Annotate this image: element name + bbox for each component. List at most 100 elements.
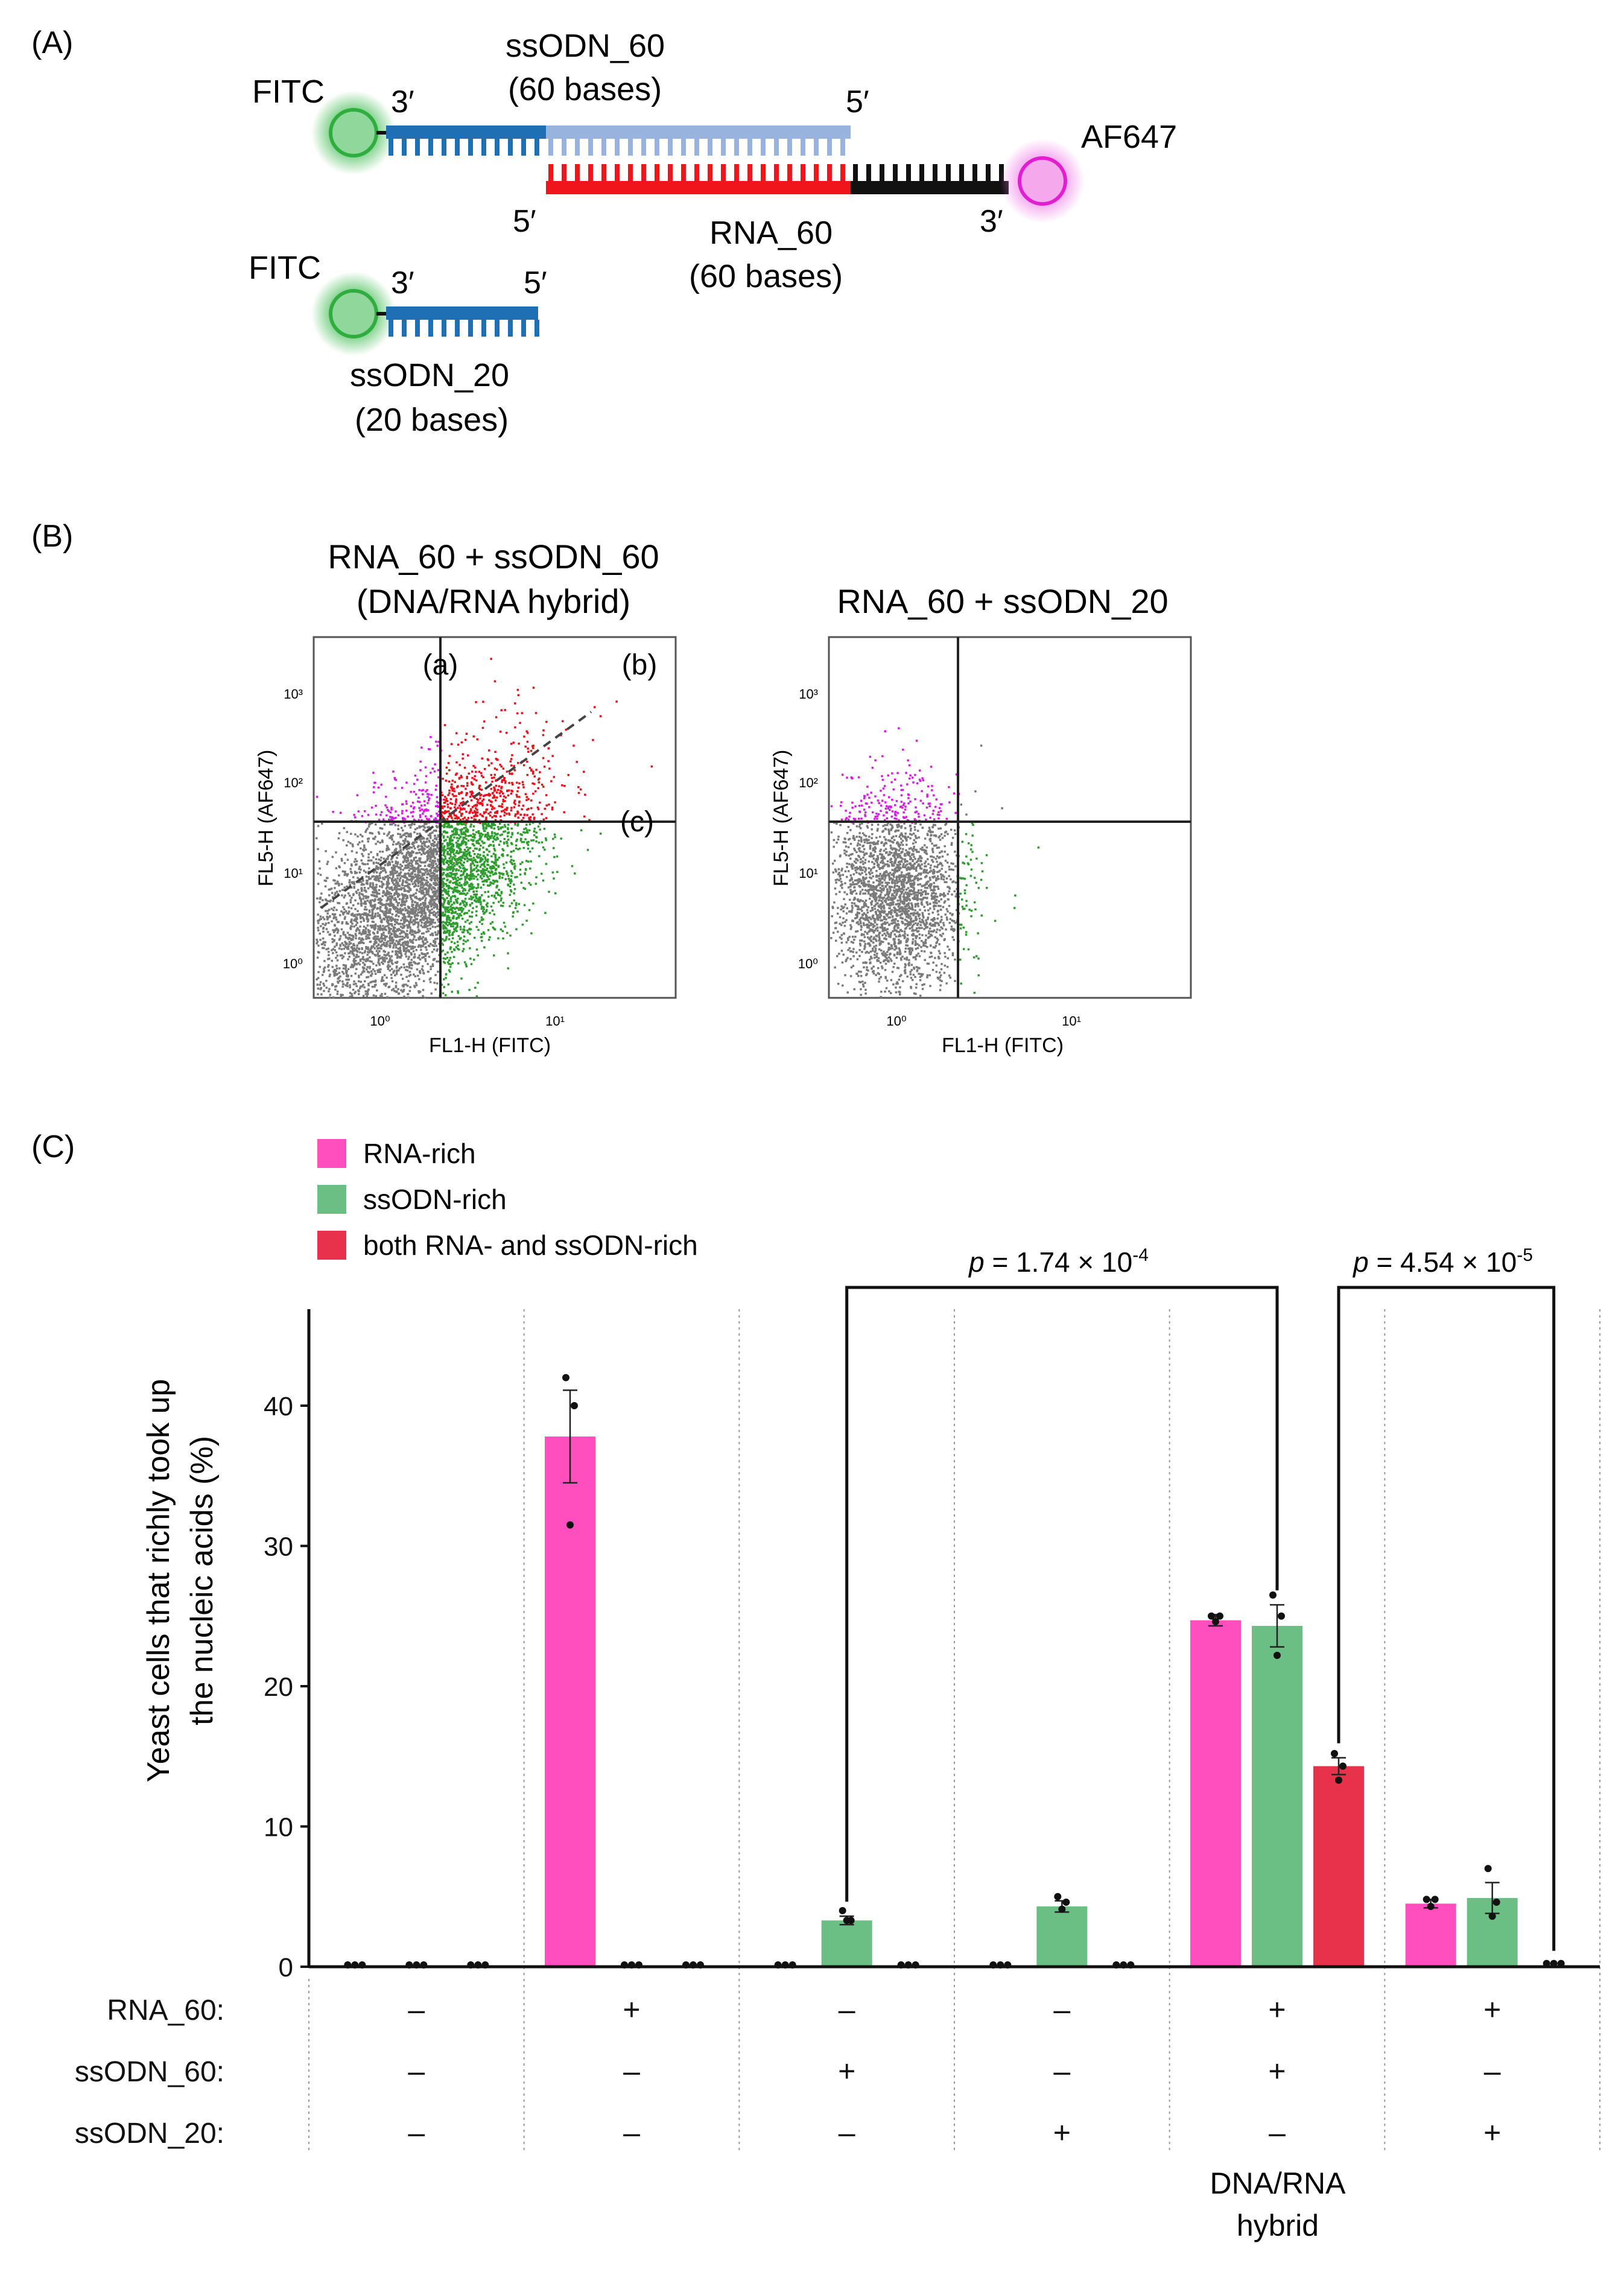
flow-event-dot — [386, 936, 389, 938]
flow-event-dot — [436, 851, 439, 853]
flow-event-dot — [328, 951, 330, 953]
flow-event-dot — [469, 851, 471, 854]
flow-event-dot — [382, 925, 384, 927]
flow-event-dot — [392, 942, 394, 944]
base-tooth — [774, 139, 779, 156]
flow-event-dot — [391, 955, 393, 957]
flow-event-dot — [468, 817, 470, 819]
flow-event-dot — [462, 839, 465, 841]
flow-event-dot — [378, 939, 381, 942]
flow-event-dot — [316, 979, 318, 981]
flow-event-dot — [493, 796, 496, 799]
flow-event-dot — [406, 881, 408, 884]
flow-event-dot — [358, 990, 360, 992]
flow-event-dot — [366, 880, 368, 882]
flow-event-dot — [434, 922, 436, 924]
flow-event-dot — [437, 919, 439, 921]
flow-event-dot — [501, 872, 503, 875]
flow-event-dot — [515, 902, 518, 904]
flow-event-dot — [416, 841, 418, 843]
flow-event-dot — [504, 838, 506, 840]
flow-event-dot — [554, 836, 556, 839]
flow-event-dot — [448, 983, 450, 986]
flow-event-dot — [430, 943, 432, 945]
flow-event-dot — [340, 812, 342, 814]
flow-event-dot — [418, 890, 420, 893]
flow-event-dot — [503, 849, 505, 852]
flow-event-dot — [454, 855, 457, 857]
flow-event-dot — [435, 805, 437, 808]
flow-event-dot — [444, 922, 446, 924]
flow-event-dot — [424, 900, 427, 902]
flow-event-dot — [508, 831, 510, 834]
flow-event-dot — [334, 892, 337, 894]
flow-event-dot — [397, 833, 399, 836]
flow-event-dot — [343, 983, 345, 986]
flow-event-dot — [482, 825, 484, 827]
flow-event-dot — [461, 823, 463, 826]
flow-event-dot — [512, 784, 514, 786]
flow-event-dot — [468, 875, 471, 877]
flow-event-dot — [377, 868, 379, 870]
flow-event-dot — [419, 936, 422, 938]
flow-event-dot — [446, 921, 448, 924]
flow-event-dot — [386, 954, 389, 956]
flow-event-dot — [532, 793, 534, 795]
flow-event-dot — [448, 857, 451, 860]
flow-event-dot — [358, 932, 361, 935]
flow-event-dot — [382, 890, 385, 893]
flow-event-dot — [337, 931, 339, 934]
flow-event-dot — [468, 890, 471, 892]
flow-event-dot — [481, 919, 483, 921]
flow-event-dot — [531, 813, 534, 816]
flow-event-dot — [515, 928, 518, 931]
flow-event-dot — [395, 779, 398, 781]
flow-event-dot — [322, 947, 324, 950]
flow-event-dot — [492, 792, 494, 795]
flow-event-dot — [457, 807, 459, 809]
flow-event-dot — [453, 862, 455, 865]
flow-event-dot — [377, 840, 379, 843]
flow-event-dot — [491, 777, 493, 779]
flow-event-dot — [434, 988, 437, 991]
flow-event-dot — [542, 734, 545, 737]
flow-event-dot — [447, 825, 449, 828]
flow-event-dot — [406, 966, 408, 968]
flow-event-dot — [495, 897, 497, 900]
flow-event-dot — [368, 971, 370, 974]
flow-event-dot — [411, 905, 413, 907]
flow-event-dot — [389, 946, 392, 948]
flow-event-dot — [367, 966, 369, 968]
flow-event-dot — [455, 798, 458, 801]
flow-event-dot — [530, 860, 532, 863]
flow-event-dot — [501, 891, 503, 893]
flow-event-dot — [417, 883, 420, 885]
flow-event-dot — [373, 994, 375, 997]
flow-event-dot — [430, 966, 432, 968]
flow-event-dot — [448, 903, 450, 906]
flow-event-dot — [469, 915, 471, 918]
flow-event-dot — [474, 937, 476, 939]
flow-event-dot — [468, 910, 471, 912]
ssodn60-complementary-segment — [546, 125, 851, 139]
flow-event-dot — [462, 950, 464, 953]
flow-event-dot — [503, 867, 506, 869]
flow-event-dot — [518, 743, 520, 745]
flow-event-dot — [468, 805, 470, 807]
flow-event-dot — [420, 907, 423, 910]
flow-event-dot — [413, 961, 415, 963]
flow-event-dot — [514, 702, 516, 705]
flow-event-dot — [532, 903, 534, 905]
flow-event-dot — [479, 854, 481, 856]
flow-event-dot — [355, 930, 358, 932]
flow-event-dot — [373, 838, 376, 840]
flow-event-dot — [433, 907, 436, 909]
flow-event-dot — [362, 956, 364, 958]
flow-event-dot — [535, 883, 538, 885]
flow-event-dot — [470, 869, 472, 872]
flow-event-dot — [354, 833, 357, 836]
flow-event-dot — [417, 885, 420, 887]
flow-event-dot — [376, 950, 378, 953]
flow-event-dot — [437, 802, 440, 804]
flow-event-dot — [445, 936, 448, 938]
